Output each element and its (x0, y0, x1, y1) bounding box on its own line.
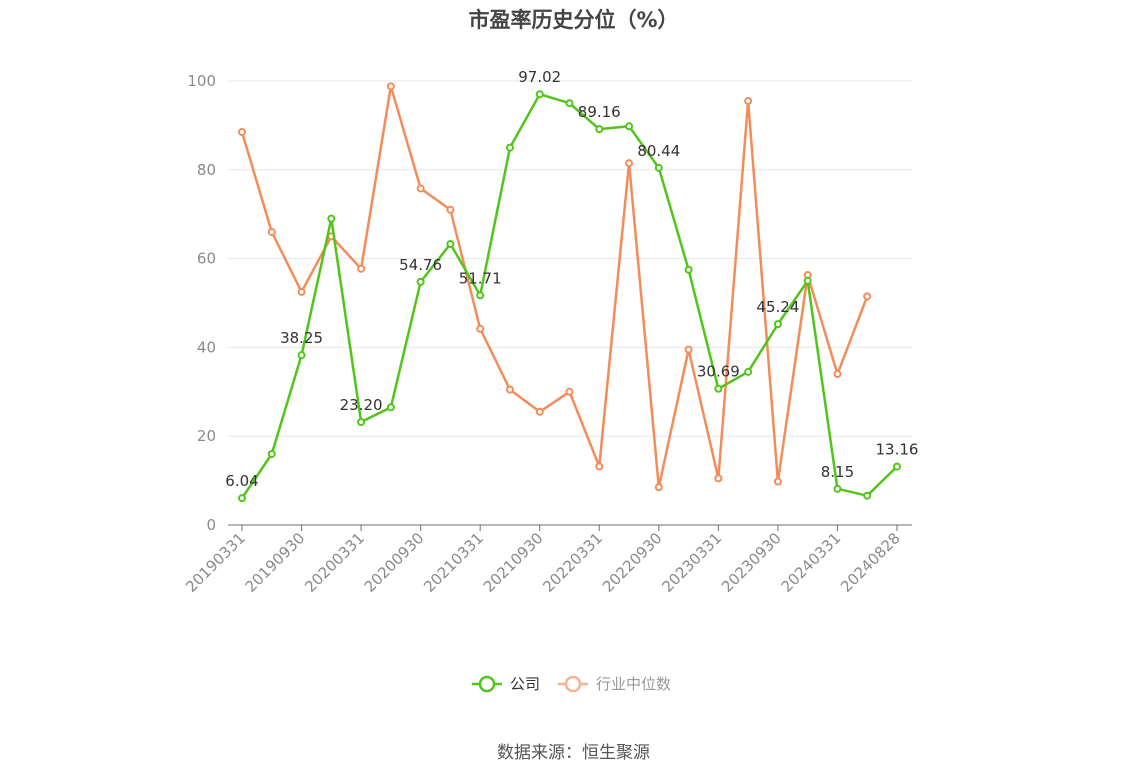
data-label: 45.24 (756, 298, 799, 316)
legend-item-industry-median[interactable]: 行业中位数 (558, 675, 671, 693)
data-label: 30.69 (697, 363, 740, 381)
data-point-industry-median[interactable] (625, 159, 634, 168)
y-tick-label: 80 (197, 161, 216, 179)
data-point-company[interactable] (238, 494, 246, 503)
data-point-company[interactable] (267, 449, 276, 458)
data-point-company[interactable] (625, 122, 634, 131)
data-point-company[interactable] (714, 384, 723, 393)
data-point-industry-median[interactable] (684, 345, 693, 354)
y-tick-label: 100 (187, 72, 216, 90)
data-label: 89.16 (578, 103, 621, 121)
data-point-industry-median[interactable] (833, 370, 842, 379)
x-tick-label: 20230331 (658, 529, 725, 596)
legend[interactable]: 公司 行业中位数 (472, 675, 671, 693)
data-point-company[interactable] (773, 320, 782, 329)
series-line-company (240, 92, 898, 499)
series-layer (238, 82, 901, 503)
legend-label: 行业中位数 (596, 675, 671, 693)
x-tick-label: 20210331 (420, 529, 487, 596)
data-point-industry-median[interactable] (654, 483, 663, 492)
x-tick-label: 20210930 (480, 529, 547, 596)
source-note: 数据来源：恒生聚源 (497, 743, 650, 763)
data-point-company[interactable] (505, 143, 514, 152)
x-tick-label: 20200930 (361, 529, 428, 596)
data-point-company[interactable] (833, 484, 842, 493)
data-point-industry-median[interactable] (714, 474, 723, 483)
data-label: 80.44 (637, 142, 680, 160)
data-point-company[interactable] (565, 99, 574, 108)
data-point-industry-median[interactable] (297, 287, 306, 296)
data-point-company[interactable] (297, 351, 306, 360)
data-point-industry-median[interactable] (773, 477, 782, 486)
data-point-industry-median[interactable] (505, 385, 514, 394)
data-point-industry-median[interactable] (595, 462, 604, 471)
data-point-company[interactable] (654, 163, 663, 172)
data-label: 97.02 (518, 68, 561, 86)
data-point-industry-median[interactable] (863, 292, 872, 301)
data-point-industry-median[interactable] (535, 407, 544, 416)
legend-label: 公司 (510, 675, 540, 693)
data-point-company[interactable] (357, 417, 366, 426)
y-tick-label: 40 (197, 338, 216, 356)
data-point-company[interactable] (416, 277, 425, 286)
data-label: 51.71 (459, 269, 502, 287)
data-point-industry-median[interactable] (267, 227, 276, 236)
data-label: 38.25 (280, 329, 323, 347)
x-tick-label: 20200331 (301, 529, 368, 596)
data-label: 54.76 (399, 256, 442, 274)
x-tick-label: 20190930 (242, 529, 309, 596)
y-tick-label: 20 (197, 427, 216, 445)
data-point-company[interactable] (595, 125, 604, 134)
x-tick-label: 20190331 (182, 529, 249, 596)
series-line-industry-median (240, 85, 869, 489)
x-tick-label: 20220331 (539, 529, 606, 596)
legend-marker-swatch (564, 675, 582, 693)
data-label: 8.15 (821, 463, 854, 481)
x-tick-label: 20220930 (599, 529, 666, 596)
data-point-industry-median[interactable] (357, 264, 366, 273)
data-label-layer: 6.04 38.25 23.20 54.76 51.71 97.02 89.16 80.44 3… (225, 68, 918, 490)
data-label: 23.20 (340, 396, 383, 414)
data-label: 13.16 (876, 441, 919, 459)
x-tick-label: 20240331 (778, 529, 845, 596)
data-point-industry-median[interactable] (565, 387, 574, 396)
data-point-company[interactable] (863, 491, 872, 500)
data-point-industry-median[interactable] (476, 324, 485, 333)
y-tick-label: 0 (206, 516, 216, 534)
legend-marker-swatch (478, 675, 496, 693)
data-point-company[interactable] (327, 214, 336, 223)
x-tick-label: 20230930 (718, 529, 785, 596)
data-point-company[interactable] (893, 462, 901, 471)
data-point-company[interactable] (386, 403, 395, 412)
data-point-industry-median[interactable] (446, 205, 455, 214)
data-point-company[interactable] (446, 239, 455, 248)
chart-title: 市盈率历史分位（%） (468, 8, 679, 32)
data-point-industry-median[interactable] (238, 128, 246, 137)
data-point-industry-median[interactable] (416, 184, 425, 193)
data-point-company[interactable] (535, 90, 544, 99)
data-point-industry-median[interactable] (386, 82, 395, 91)
grid-layer (228, 80, 912, 437)
data-label: 6.04 (225, 472, 258, 490)
x-tick-label: 20240828 (837, 529, 904, 596)
data-point-company[interactable] (744, 367, 753, 376)
data-point-company[interactable] (803, 276, 812, 285)
data-point-company[interactable] (476, 291, 485, 300)
data-point-company[interactable] (684, 265, 693, 274)
legend-item-company[interactable]: 公司 (472, 675, 540, 693)
y-tick-label: 60 (197, 250, 216, 268)
data-point-industry-median[interactable] (744, 96, 753, 105)
